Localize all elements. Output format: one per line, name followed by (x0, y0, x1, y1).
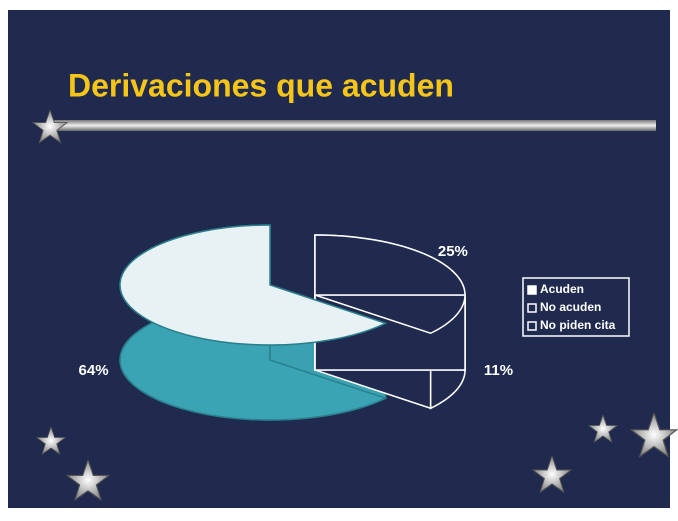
title-bar (50, 120, 656, 131)
slide-title: Derivaciones que acuden (68, 67, 454, 103)
legend-swatch (528, 322, 536, 330)
legend-swatch (528, 304, 536, 312)
slide: Derivaciones que acuden 64% 11% 25% Acuden N… (0, 0, 678, 516)
legend-label: No piden cita (540, 318, 616, 332)
legend-label: No acuden (540, 300, 601, 314)
legend-label: Acuden (540, 282, 584, 296)
page: {"chart_data": {"type": "pie", "title": … (0, 0, 678, 521)
data-label: 11% (484, 362, 513, 379)
legend-swatch (528, 286, 536, 294)
data-label: 25% (438, 243, 468, 260)
data-label: 64% (79, 362, 109, 379)
